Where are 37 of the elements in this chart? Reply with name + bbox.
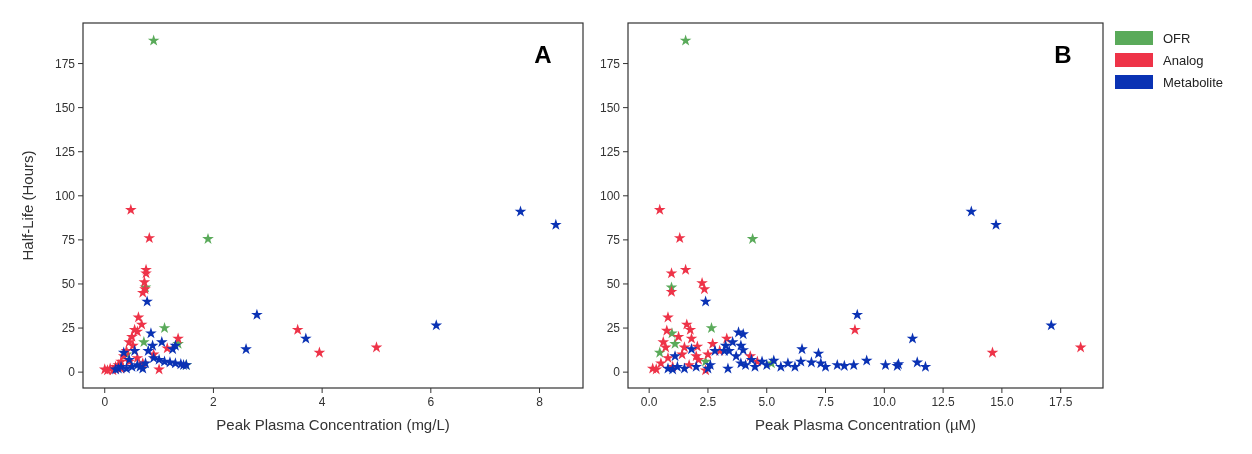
y-tick-label: 50: [61, 276, 76, 291]
x-tick-label: 4: [318, 395, 326, 409]
legend-label: Analog: [1163, 53, 1204, 68]
y-tick-label: 150: [54, 100, 76, 115]
x-tick-label: 0: [101, 395, 109, 409]
y-tick-label: 125: [54, 144, 76, 159]
x-tick-label: 2.5: [699, 395, 717, 409]
x-tick-label: 10.0: [872, 395, 897, 409]
y-tick-label: 100: [599, 188, 621, 203]
x-tick-label: 8: [536, 395, 544, 409]
y-tick-label: 125: [599, 144, 621, 159]
y-tick-label: 0: [68, 365, 76, 380]
x-tick-label: 0.0: [640, 395, 658, 409]
x-tick-label: 6: [427, 395, 435, 409]
y-tick-label: 75: [61, 232, 76, 247]
x-tick-label: 17.5: [1048, 395, 1073, 409]
y-tick-label: 175: [54, 56, 76, 71]
y-tick-label: 150: [599, 100, 621, 115]
y-tick-label: 100: [54, 188, 76, 203]
x-tick-label: 12.5: [931, 395, 956, 409]
y-tick-label: 0: [613, 365, 621, 380]
x-tick-label: 5.0: [758, 395, 776, 409]
annotation: B: [1054, 41, 1072, 68]
annotation: A: [534, 41, 552, 68]
x-tick-label: 2: [210, 395, 218, 409]
x-tick-label: 7.5: [817, 395, 835, 409]
y-tick-label: 50: [606, 276, 621, 291]
x-tick-label: 15.0: [990, 395, 1014, 409]
y-tick-label: 75: [606, 232, 621, 247]
y-axis-title: Half-Life (Hours): [19, 150, 36, 261]
y-tick-label: 25: [61, 321, 76, 336]
legend-label: Metabolite: [1163, 75, 1223, 90]
legend-label: OFR: [1163, 31, 1191, 46]
x-axis-title: Peak Plasma Concentration (µM): [754, 416, 977, 433]
x-axis-title: Peak Plasma Concentration (mg/L): [216, 416, 450, 433]
y-tick-label: 25: [606, 321, 621, 336]
y-tick-label: 175: [599, 56, 621, 71]
